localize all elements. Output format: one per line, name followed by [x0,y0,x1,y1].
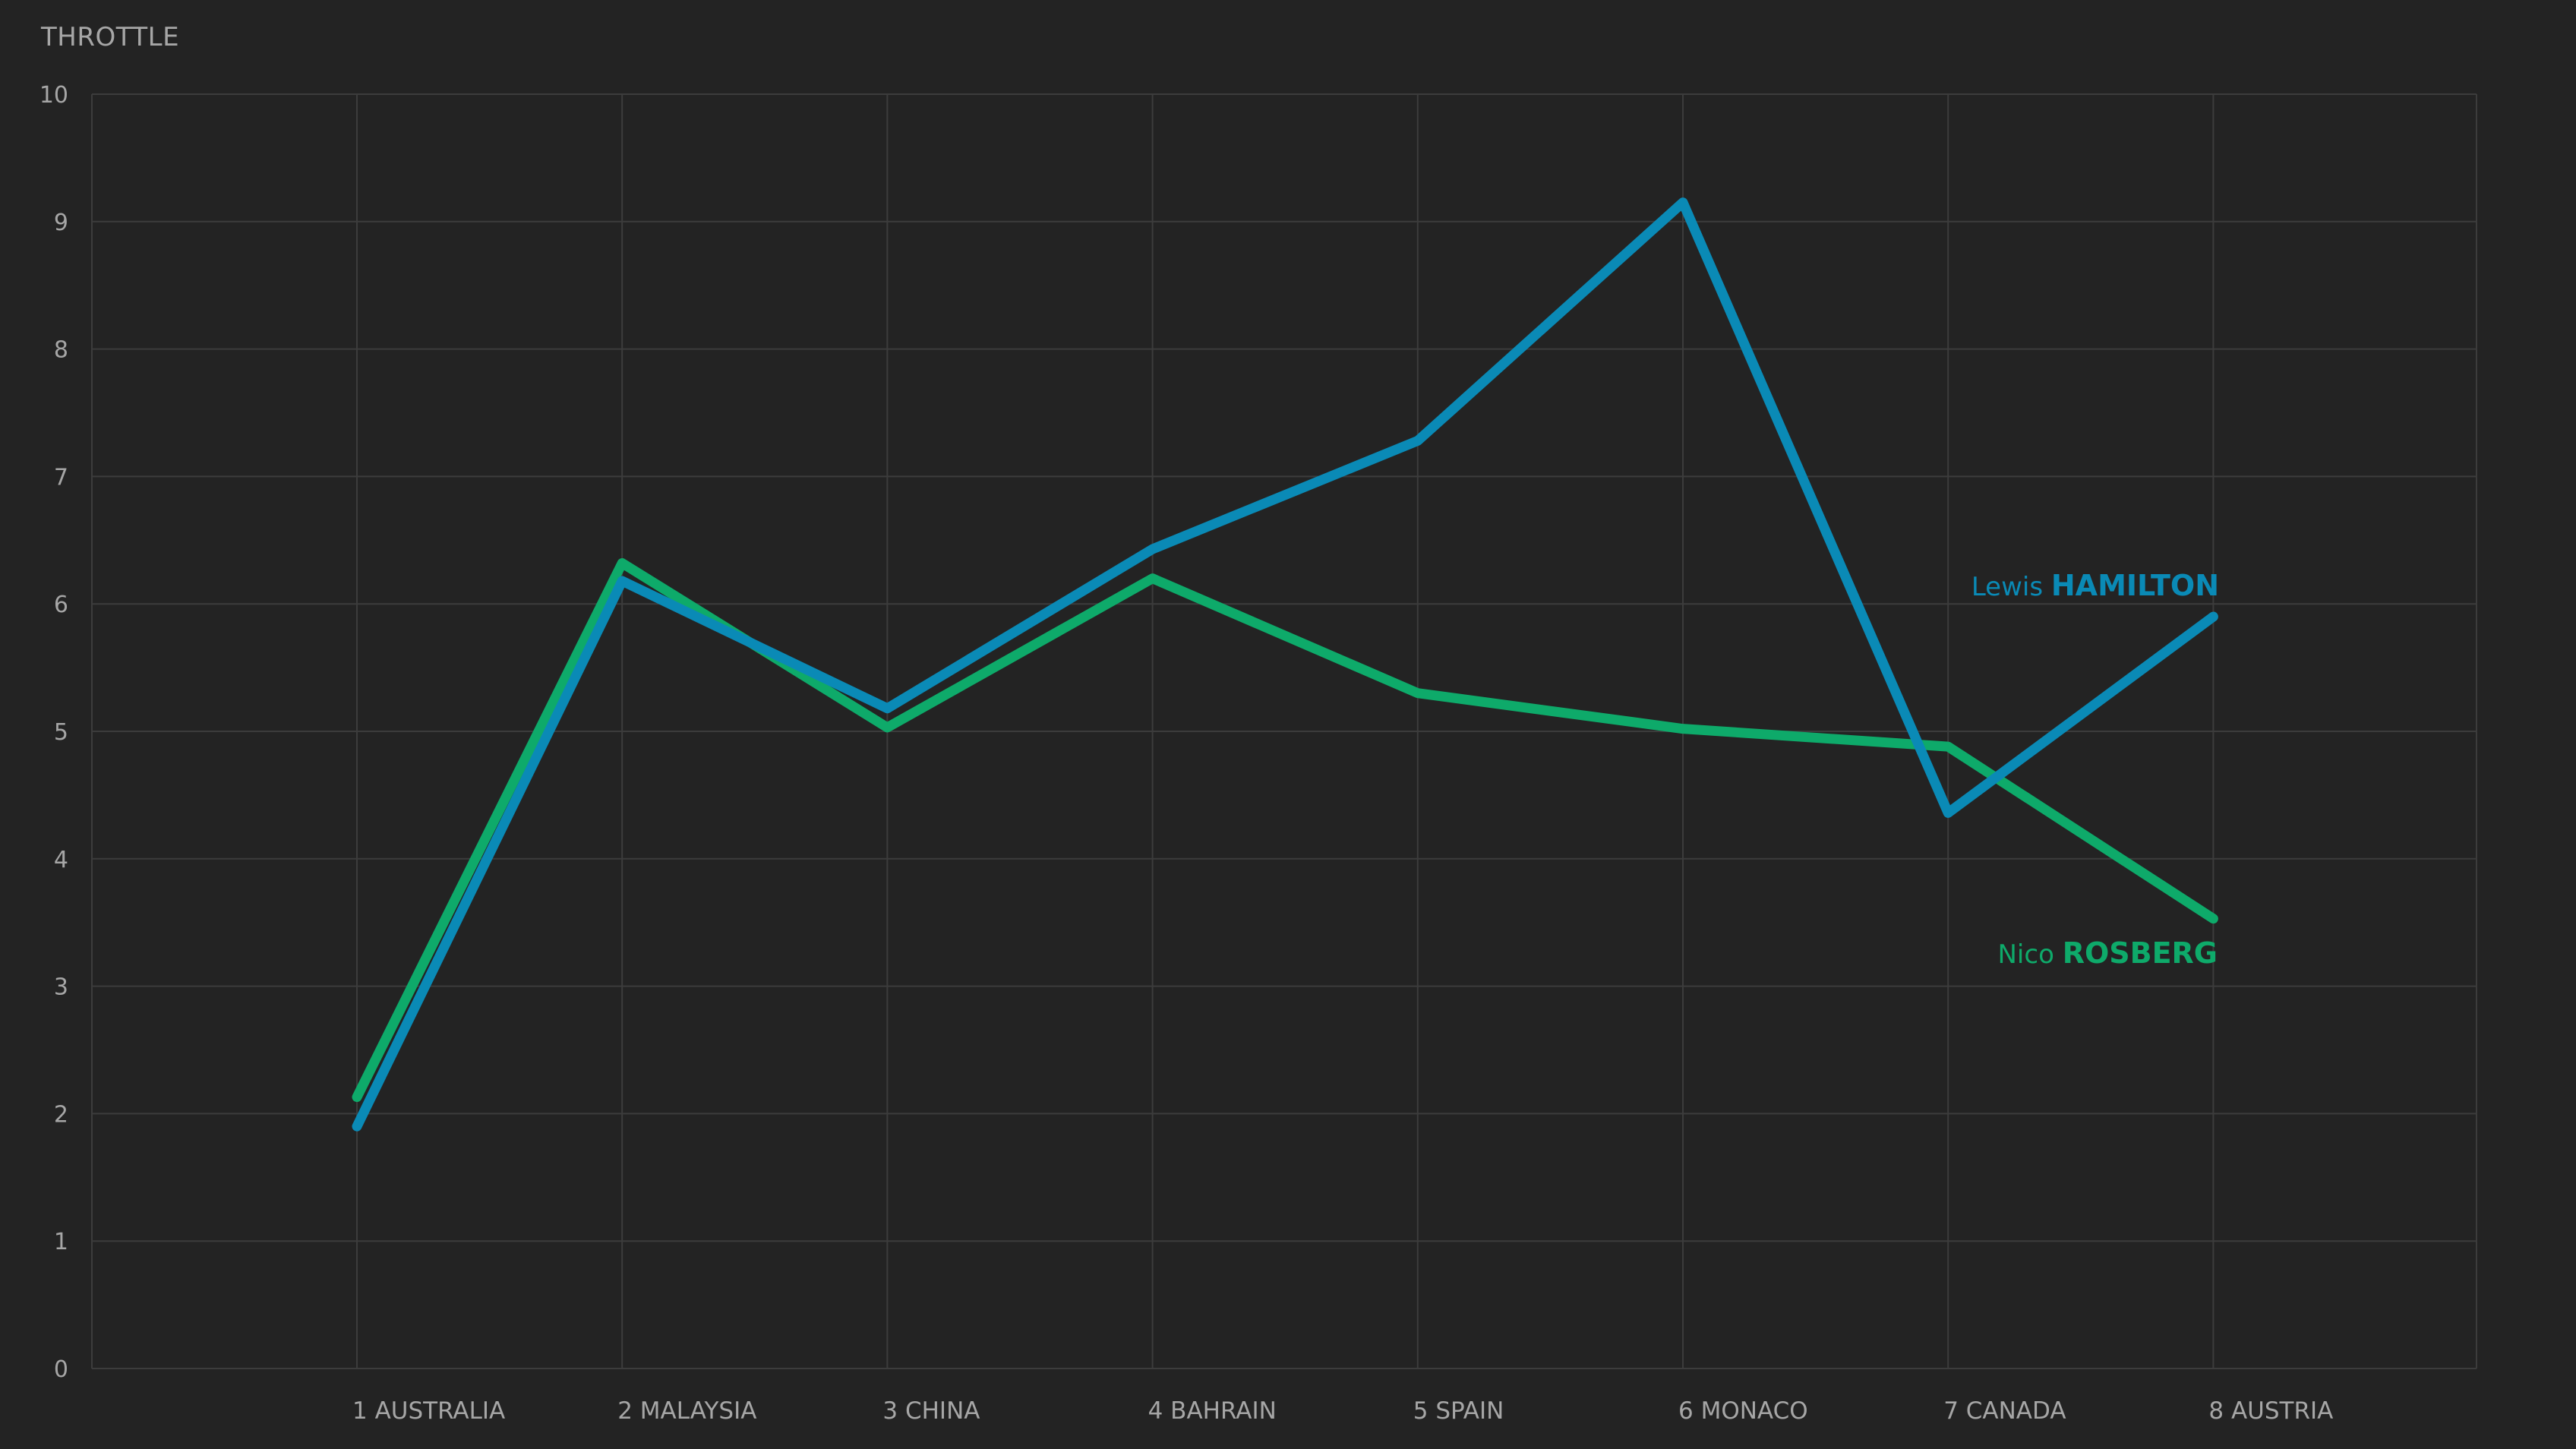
series-label-hamilton: Lewis HAMILTON [1971,569,2219,602]
y-tick-label: 4 [54,847,68,873]
x-tick-label: 1 AUSTRALIA [352,1397,505,1425]
series-label-rosberg: Nico ROSBERG [1998,936,2218,970]
x-tick-label: 7 CANADA [1943,1397,2066,1425]
x-tick-label: 3 CHINA [882,1397,980,1425]
series-line-hamilton [352,197,2218,1132]
series-label-last: HAMILTON [2051,569,2219,602]
y-tick-label: 0 [54,1356,68,1383]
x-tick-label: 2 MALAYSIA [617,1397,756,1425]
x-tick-label: 8 AUSTRIA [2208,1397,2333,1425]
y-tick-label: 10 [39,82,68,109]
x-tick-label: 5 SPAIN [1413,1397,1504,1425]
y-tick-label: 5 [54,719,68,746]
y-tick-label: 7 [54,464,68,491]
x-tick-label: 6 MONACO [1678,1397,1808,1425]
chart-axis-ticks: 0 1 2 3 4 5 6 7 8 9 10 1 AUSTRALIA 2 MALAYSIA 3 CHINA… [39,82,2334,1425]
series-labels: Lewis HAMILTON Nico ROSBERG [1971,569,2219,970]
y-axis-label: THROTTLE [40,22,179,52]
chart-series [352,197,2218,1132]
series-label-first: Nico [1998,939,2063,970]
series-label-last: ROSBERG [2063,936,2218,970]
y-tick-label: 2 [54,1101,68,1128]
x-tick-label: 4 BAHRAIN [1148,1397,1277,1425]
y-tick-label: 8 [54,337,68,364]
series-line-rosberg [352,558,2218,1103]
y-tick-label: 3 [54,974,68,1001]
y-tick-label: 6 [54,592,68,618]
series-label-first: Lewis [1971,572,2051,602]
y-tick-label: 9 [54,210,68,236]
y-tick-label: 1 [54,1229,68,1255]
chart-grid [91,93,2477,1369]
